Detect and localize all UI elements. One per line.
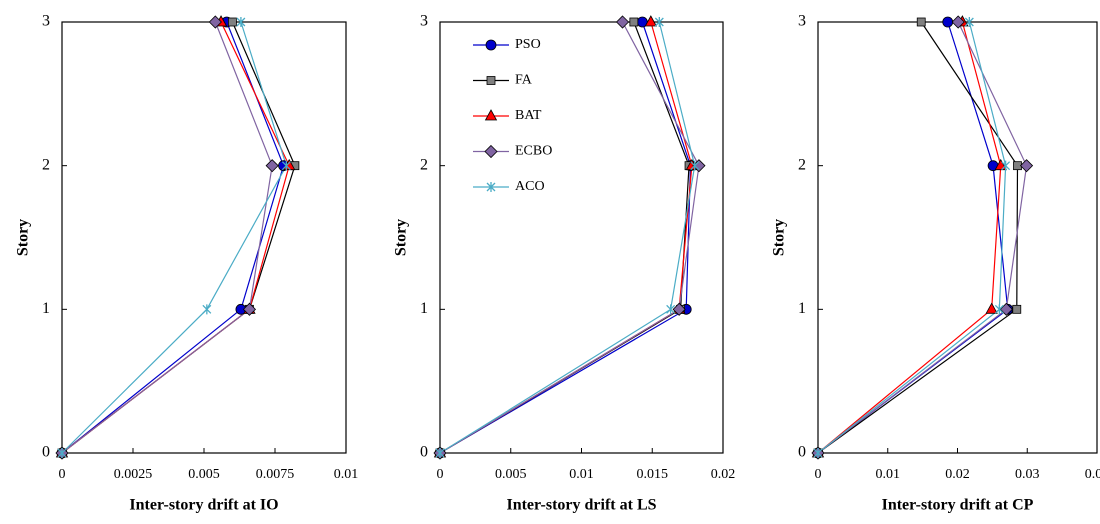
series-line [61,21,273,454]
y-tick-label: 3 [42,13,50,30]
x-axis-label: Inter-story drift at LS [506,497,656,514]
marker [1012,304,1022,314]
x-tick-label: 0 [815,467,822,482]
y-tick-label: 0 [42,444,50,461]
legend-marker [486,182,496,192]
y-axis-label: Story [393,219,410,256]
y-tick-label: 0 [798,444,806,461]
x-tick-label: 0.01 [569,467,594,482]
x-tick-label: 0.005 [188,467,220,482]
x-tick-label: 0.03 [1015,467,1040,482]
y-tick-label: 3 [798,13,806,30]
series-line [817,21,1019,454]
series-line [439,21,700,454]
x-tick-label: 0.01 [876,467,901,482]
y-tick-label: 2 [42,156,50,173]
series-line [439,21,692,454]
legend-label: FA [515,73,533,88]
y-tick-label: 0 [420,444,428,461]
legend-marker [484,109,498,121]
x-tick-label: 0 [437,467,444,482]
y-tick-label: 1 [42,300,50,317]
marker [1019,159,1034,173]
marker [813,448,823,458]
marker [994,304,1004,315]
marker [690,160,700,171]
x-tick-label: 0.01 [334,467,359,482]
series-line [61,21,285,454]
marker [666,304,676,315]
series-line [439,21,693,454]
y-axis-label: Story [771,219,788,256]
marker [629,17,639,27]
series-line [439,21,690,454]
marker [281,160,291,171]
x-tick-label: 0.0025 [114,467,153,482]
legend-label: PSO [515,37,541,52]
plot-frame [817,21,1098,454]
x-tick-label: 0.0075 [256,467,295,482]
plot-frame [61,21,347,454]
marker [1001,160,1011,171]
legend-marker [486,76,496,85]
marker [644,15,658,27]
y-axis-label: Story [15,219,32,256]
marker [242,302,257,316]
y-tick-label: 1 [420,300,428,317]
marker [208,15,222,29]
y-tick-label: 1 [798,300,806,317]
marker [202,304,212,315]
x-axis-label: Inter-story drift at CP [882,497,1034,514]
series-line [817,21,1028,454]
series-line [61,21,290,454]
marker [236,17,246,27]
marker [57,448,67,458]
x-axis-label: Inter-story drift at IO [129,497,278,514]
x-tick-label: 0 [59,467,66,482]
y-tick-label: 3 [420,13,428,30]
series-line [817,21,1002,454]
marker [654,17,664,27]
legend-marker [485,39,497,51]
series-line [61,21,296,454]
legend-label: BAT [515,108,542,123]
marker [435,448,445,458]
marker [942,16,954,28]
x-tick-label: 0.02 [945,467,970,482]
marker [916,17,926,27]
legend-marker [484,144,498,159]
x-tick-label: 0.005 [495,467,527,482]
legend-label: ECBO [515,144,552,159]
marker [227,17,237,27]
marker [951,15,965,29]
marker [672,302,686,316]
marker [265,159,279,173]
marker [985,302,998,314]
series-line [61,21,288,454]
x-tick-label: 0.04 [1085,467,1100,482]
marker [615,15,630,29]
marker [964,17,974,27]
series-line [439,21,696,454]
x-tick-label: 0.02 [711,467,736,482]
y-tick-label: 2 [420,156,428,173]
series-line [817,21,1007,454]
x-tick-label: 0.015 [637,467,669,482]
legend-label: ACO [515,179,545,194]
marker [999,302,1013,316]
y-tick-label: 2 [798,156,806,173]
plot-frame [439,21,724,454]
